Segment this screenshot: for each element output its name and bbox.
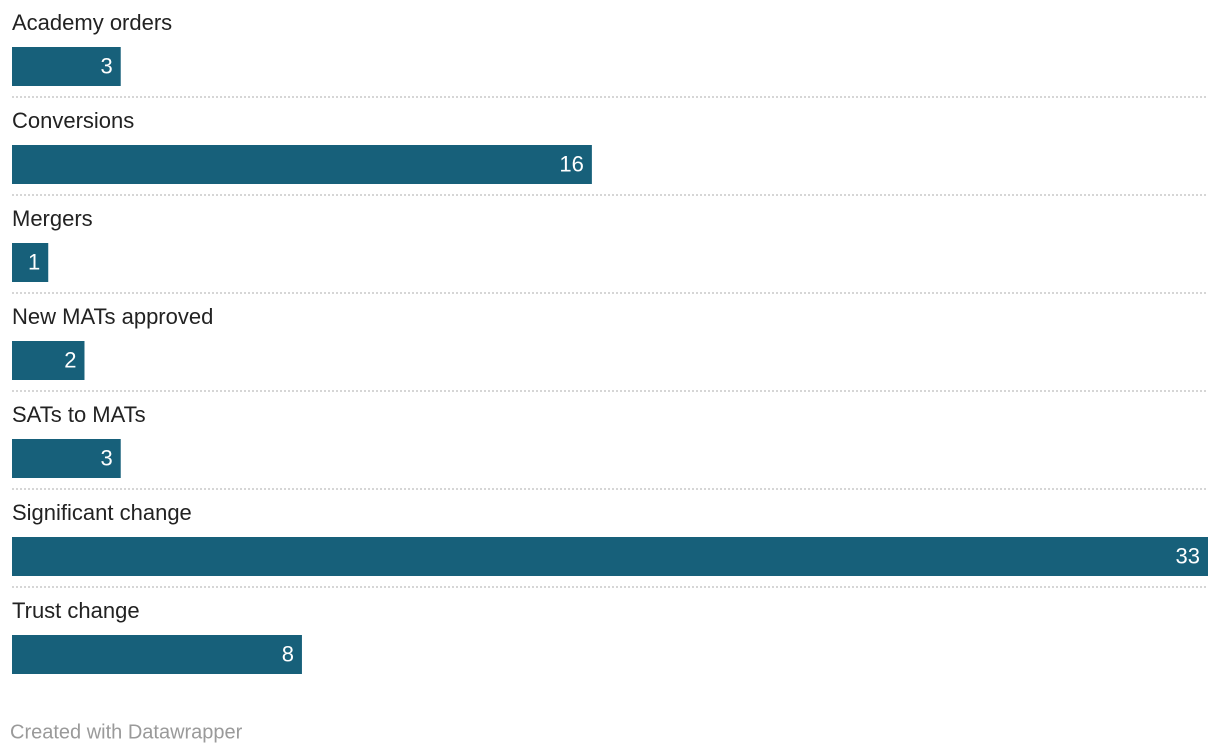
- bar: [12, 341, 85, 380]
- bar: [12, 635, 302, 674]
- category-label: SATs to MATs: [12, 402, 146, 427]
- bar: [12, 145, 592, 184]
- category-label: Academy orders: [12, 10, 172, 35]
- value-label: 8: [282, 641, 294, 666]
- value-label: 2: [64, 347, 76, 372]
- category-label: Mergers: [12, 206, 93, 231]
- category-label: Trust change: [12, 598, 140, 623]
- bar: [12, 439, 121, 478]
- value-label: 33: [1176, 543, 1200, 568]
- value-label: 3: [100, 445, 112, 470]
- category-label: Conversions: [12, 108, 134, 133]
- category-label: Significant change: [12, 500, 192, 525]
- value-label: 1: [28, 249, 40, 274]
- value-label: 16: [559, 151, 583, 176]
- category-label: New MATs approved: [12, 304, 213, 329]
- bar: [12, 47, 121, 86]
- bar: [12, 243, 49, 282]
- credit: Created with Datawrapper: [10, 721, 243, 743]
- bar: [12, 537, 1208, 576]
- value-label: 3: [100, 53, 112, 78]
